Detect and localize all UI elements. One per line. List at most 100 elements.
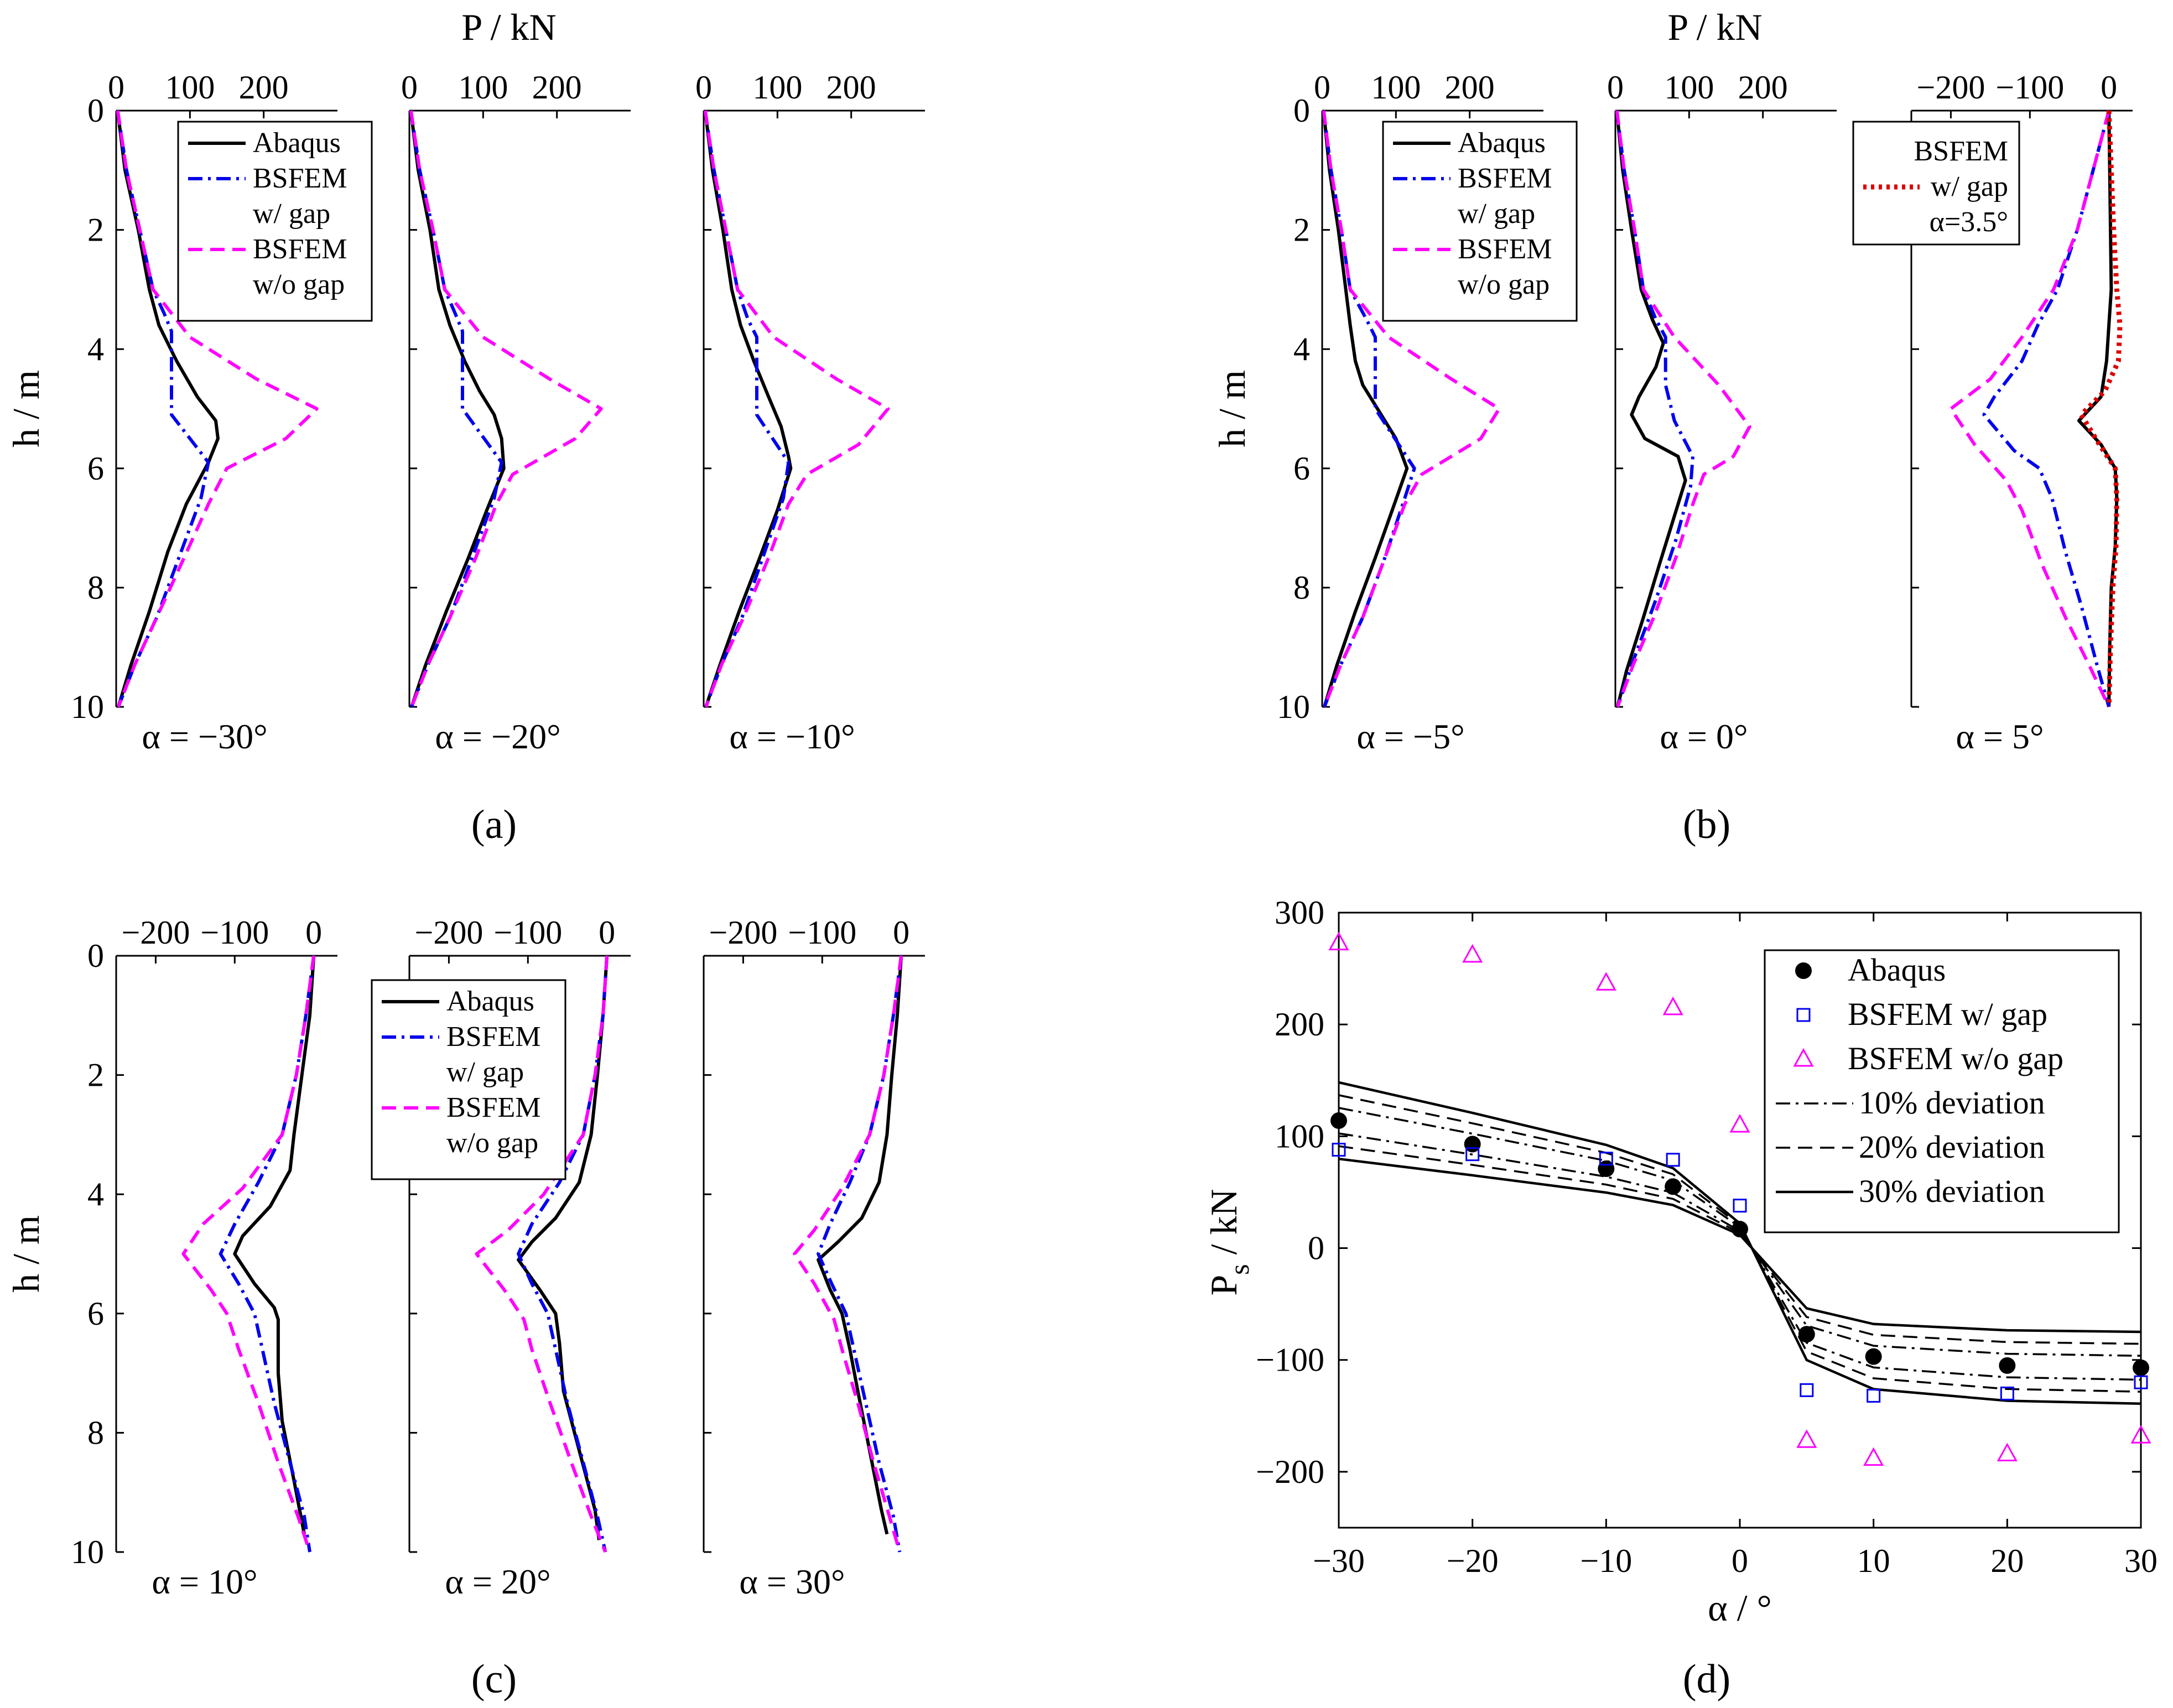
x-tick-label: 0 (2101, 69, 2117, 106)
legend-label: 30% deviation (1859, 1173, 2045, 1209)
series-line-abaqus (233, 955, 316, 1535)
legend-label: w/ gap (1458, 198, 1535, 230)
legend-label: BSFEM (446, 1092, 541, 1123)
y-axis-title: Ps / kN (1203, 1189, 1255, 1295)
legend-label: Abaqus (446, 986, 534, 1017)
x-tick-label: −200 (415, 914, 484, 951)
marker-bsfem-nogap (1729, 1114, 1750, 1133)
marker-abaqus (2133, 1359, 2149, 1376)
series-line-bsfem-w-o-gap (116, 110, 319, 708)
y-tick-label: 2 (87, 1057, 104, 1093)
marker-abaqus (1798, 1326, 1815, 1343)
x-tick-label: 200 (532, 69, 582, 106)
y-tick-label: 6 (87, 1295, 104, 1332)
legend-marker (1795, 962, 1812, 979)
legend-label: BSFEM (253, 163, 347, 194)
legend-label: Abaqus (1848, 952, 1946, 988)
x-tick-label: −10 (1580, 1543, 1632, 1579)
subplot-alpha-label: α = 5° (1956, 717, 2044, 756)
x-tick-label: 0 (893, 914, 909, 951)
y-tick-label: 6 (1293, 450, 1310, 487)
marker-abaqus (1665, 1178, 1682, 1195)
series-line-bsfem-w-o-gap (703, 110, 890, 708)
series-line-abaqus (1615, 110, 1687, 707)
y-tick-label: 0 (87, 92, 104, 129)
y-tick-label: 200 (1275, 1006, 1324, 1043)
series-line-bsfem-w-o-gap (1615, 110, 1751, 708)
marker-bsfem-nogap (1863, 1447, 1884, 1466)
series-line-abaqus (116, 110, 220, 707)
subplot-a-3: 0 100 200 α = −10° (695, 69, 925, 756)
y-tick-label: 4 (1293, 331, 1310, 367)
legend-label: w/ gap (1931, 171, 2008, 202)
series-line-bsfem-w-o-gap (181, 955, 316, 1553)
x-tick-label: −20 (1447, 1543, 1499, 1579)
x-tick-label: −200 (709, 914, 778, 951)
subplot-alpha-label: α = −5° (1356, 717, 1464, 756)
legend-label: BSFEM (1458, 163, 1552, 194)
marker-bsfem-gap (2000, 1386, 2014, 1400)
panel-label: (b) (1683, 802, 1730, 847)
legend-label: 10% deviation (1859, 1085, 2045, 1121)
x-tick-label: 20 (1990, 1543, 2024, 1579)
legend-label: w/o gap (253, 269, 345, 300)
y-axis-title-main: P (1203, 1275, 1245, 1296)
panel-b: P / kN h / m 0 100 200 0 2 4 6 8 10 α = −5° 0 100 200 α… (1211, 6, 2133, 847)
y-axis-title: h / m (5, 370, 47, 447)
x-tick-label: 0 (695, 69, 712, 106)
marker-bsfem-gap (2134, 1375, 2148, 1389)
legend-box (1852, 121, 2020, 246)
marker-bsfem-nogap (1662, 996, 1683, 1016)
subplot-c-3: −200 −100 0 α = 30° (703, 914, 925, 1601)
x-tick-label: 0 (108, 69, 124, 106)
x-axis-title: P / kN (461, 6, 556, 48)
marker-bsfem-gap (1800, 1383, 1814, 1397)
series-line-abaqus (517, 955, 609, 1540)
panel-a: P / kN h / m 0 100 200 0 2 4 6 8 10 α = −30° 0 100 200… (5, 6, 925, 847)
legend-label: BSFEM (1458, 233, 1552, 265)
y-tick-label: 6 (87, 450, 104, 487)
y-axis-title-group: Ps / kN (1203, 1189, 1255, 1295)
series-line-bsfem-w-o-gap (1322, 110, 1501, 708)
subplot-alpha-label: α = 10° (152, 1562, 257, 1601)
x-tick-label: 0 (305, 914, 322, 951)
series-line-abaqus (2077, 110, 2119, 707)
legend-label: BSFEM w/ gap (1848, 996, 2047, 1032)
x-tick-label: 200 (1445, 69, 1495, 106)
legend-marker (1796, 1008, 1811, 1022)
marker-bsfem-nogap (2130, 1425, 2151, 1444)
legend-label: BSFEM (1914, 136, 2008, 167)
series-line-abaqus (409, 110, 506, 707)
marker-bsfem-gap (1867, 1388, 1881, 1403)
marker-abaqus (1865, 1348, 1882, 1365)
marker-bsfem-nogap (1595, 972, 1616, 991)
series-line-abaqus (703, 110, 793, 707)
x-tick-label: 30 (2124, 1543, 2158, 1579)
legend-box (177, 121, 373, 322)
marker-bsfem-gap (1465, 1147, 1480, 1162)
subplot-alpha-label: α = 30° (739, 1562, 845, 1601)
marker-bsfem-nogap (1462, 944, 1483, 963)
subplot-alpha-label: α = −20° (435, 717, 560, 756)
legend-label: w/o gap (1458, 269, 1550, 300)
y-tick-label: 0 (1308, 1230, 1324, 1267)
x-tick-label: −200 (1917, 69, 1985, 106)
y-axis-title: h / m (1211, 370, 1253, 447)
legend-label: BSFEM (446, 1021, 541, 1053)
legend-label: w/ gap (253, 198, 330, 230)
x-tick-label: 200 (239, 69, 289, 106)
x-tick-label: 100 (752, 69, 802, 106)
subplot-a-1: 0 100 200 0 2 4 6 8 10 α = −30° (71, 69, 337, 756)
y-tick-label: 0 (87, 938, 104, 974)
x-tick-label: −100 (493, 914, 562, 951)
x-tick-label: −100 (1995, 69, 2064, 106)
legend-label: BSFEM w/o gap (1848, 1040, 2063, 1076)
y-axis-title: h / m (5, 1215, 47, 1293)
x-tick-label: 10 (1857, 1543, 1890, 1579)
subplot-alpha-label: α = 20° (445, 1562, 550, 1601)
